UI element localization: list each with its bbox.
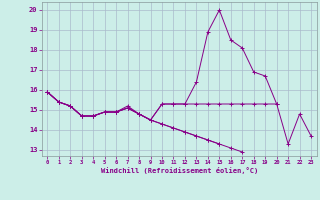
X-axis label: Windchill (Refroidissement éolien,°C): Windchill (Refroidissement éolien,°C) xyxy=(100,167,258,174)
